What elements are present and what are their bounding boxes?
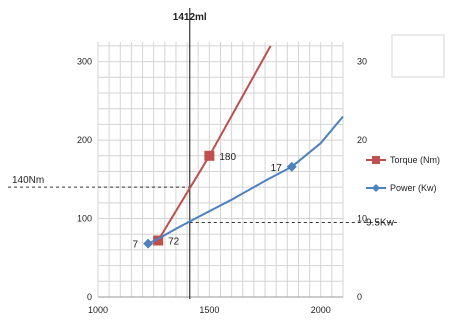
vertical-guide-label: 1412ml	[173, 12, 207, 23]
torque-marker	[204, 150, 215, 161]
x-tick-label: 1000	[88, 305, 108, 315]
y-left-tick-label: 300	[77, 57, 92, 67]
y-right-tick-label: 30	[357, 57, 367, 67]
y-left-tick-label: 0	[87, 292, 92, 302]
data-labels: 72 180 7 17	[133, 152, 283, 251]
legend-label: Power (Kw)	[390, 183, 437, 193]
y-left-tick-label: 100	[77, 214, 92, 224]
data-label: 72	[168, 237, 180, 248]
data-label: 7	[133, 240, 139, 251]
legend-swatch-marker	[372, 156, 380, 164]
y-left-tick-label: 200	[77, 135, 92, 145]
left-guide-label: 140Nm	[12, 175, 44, 186]
data-label: 180	[219, 152, 236, 163]
power-marker	[286, 161, 297, 172]
y-right-tick-label: 10	[357, 214, 367, 224]
legend-swatch-marker	[372, 184, 380, 192]
x-tick-label: 1500	[199, 305, 219, 315]
legend: Torque (Nm) Power (Kw)	[366, 155, 440, 193]
x-tick-label: 2000	[311, 305, 331, 315]
data-label: 17	[271, 163, 283, 174]
legend-label: Torque (Nm)	[390, 155, 440, 165]
tick-labels: 1000 1500 2000 0 100 200 300 0 10 20 30	[77, 57, 367, 315]
torque-marker	[153, 235, 164, 246]
guide-lines: 1412ml 140Nm 9.5Kw	[8, 8, 400, 299]
right-guide-label: 9.5Kw	[366, 217, 395, 228]
legend-box	[391, 34, 445, 78]
y-right-tick-label: 20	[357, 135, 367, 145]
y-right-tick-label: 0	[357, 292, 362, 302]
grid	[97, 42, 344, 298]
power-marker	[143, 238, 154, 249]
series-layer	[143, 45, 344, 249]
series-line-1	[147, 115, 344, 245]
